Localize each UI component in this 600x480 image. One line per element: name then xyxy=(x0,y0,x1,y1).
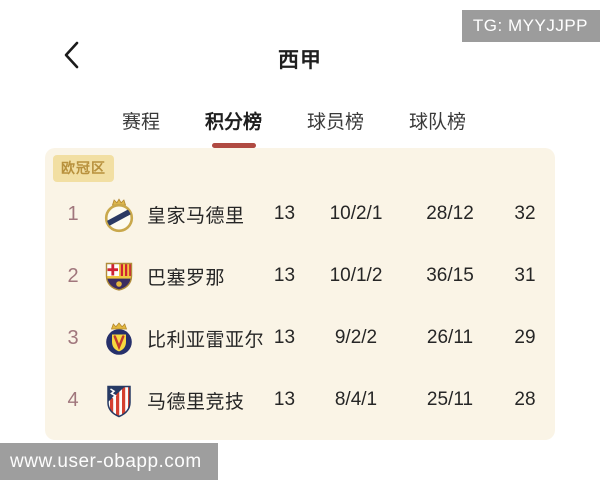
team-name: 皇家马德里 xyxy=(147,205,245,227)
win-draw-loss: 10/2/1 xyxy=(329,203,383,224)
back-button[interactable] xyxy=(58,41,84,73)
win-draw-loss: 9/2/2 xyxy=(334,327,378,348)
win-draw-loss: 10/1/2 xyxy=(329,265,383,286)
rank-value: 2 xyxy=(67,264,79,287)
telegram-watermark: TG: MYYJJPP xyxy=(461,10,600,42)
barcelona-crest-icon xyxy=(91,256,147,296)
points-value: 31 xyxy=(514,265,536,286)
tab-teams[interactable]: 球队榜 xyxy=(409,112,467,133)
tab-bar: 赛程 积分榜 球员榜 球队榜 xyxy=(0,104,600,150)
active-tab-indicator xyxy=(211,143,256,148)
matches-played: 13 xyxy=(273,265,296,286)
goals-for-against: 28/12 xyxy=(426,203,474,224)
goals-for-against: 36/15 xyxy=(426,265,474,286)
standings-table: 1 皇家马德里 13 10/2/1 28/12 32 2 xyxy=(45,183,555,431)
points-value: 29 xyxy=(514,327,536,348)
points-value: 28 xyxy=(514,389,536,410)
table-row-villarreal[interactable]: 3 比利亚雷亚尔 13 9/2/2 26/11 29 xyxy=(45,307,555,369)
team-name: 马德里竞技 xyxy=(147,391,245,413)
tab-standings-label: 积分榜 xyxy=(205,112,263,133)
tab-players[interactable]: 球员榜 xyxy=(307,112,365,133)
page-title: 西甲 xyxy=(278,49,322,72)
tab-standings[interactable]: 积分榜 xyxy=(205,104,263,148)
rank-value: 1 xyxy=(67,202,79,225)
table-row-barcelona[interactable]: 2 xyxy=(45,245,555,307)
atletico-madrid-crest-icon xyxy=(91,380,147,420)
header: 西甲 xyxy=(0,40,600,76)
villarreal-crest-icon xyxy=(91,318,147,358)
matches-played: 13 xyxy=(273,327,296,348)
tab-schedule[interactable]: 赛程 xyxy=(122,112,161,133)
real-madrid-crest-icon xyxy=(91,194,147,234)
goals-for-against: 25/11 xyxy=(426,389,474,410)
matches-played: 13 xyxy=(273,389,296,410)
team-name: 比利亚雷亚尔 xyxy=(147,329,265,351)
rank-value: 3 xyxy=(67,326,79,349)
team-name: 巴塞罗那 xyxy=(147,267,226,289)
goals-for-against: 26/11 xyxy=(426,327,474,348)
table-row-atletico-madrid[interactable]: 4 马德里竞技 13 8/4/ xyxy=(45,369,555,431)
standings-panel: 欧冠区 1 皇家马德里 13 10/2/1 28/12 32 2 xyxy=(45,148,555,440)
chevron-left-icon xyxy=(62,40,80,75)
table-row-real-madrid[interactable]: 1 皇家马德里 13 10/2/1 28/12 32 xyxy=(45,183,555,245)
site-watermark: www.user-obapp.com xyxy=(0,443,218,480)
champions-league-zone-badge: 欧冠区 xyxy=(53,155,114,182)
matches-played: 13 xyxy=(273,203,296,224)
win-draw-loss: 8/4/1 xyxy=(334,389,378,410)
points-value: 32 xyxy=(514,203,536,224)
rank-value: 4 xyxy=(67,388,79,411)
